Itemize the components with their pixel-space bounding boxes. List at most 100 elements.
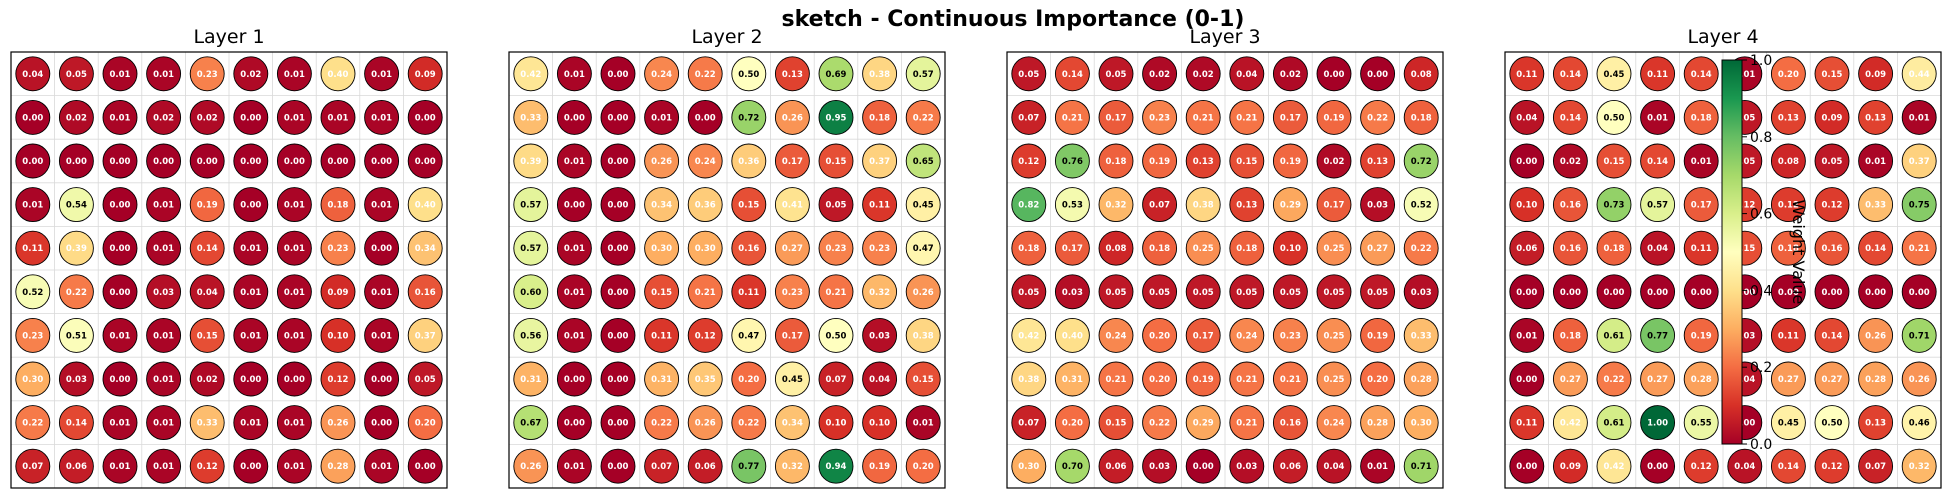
value-label: 0.00 <box>608 375 629 385</box>
value-label: 0.16 <box>1560 201 1581 211</box>
value-label: 0.11 <box>651 331 672 341</box>
value-label: 0.16 <box>1822 244 1843 254</box>
value-label: 0.05 <box>1734 157 1755 167</box>
weight-circle <box>102 143 138 179</box>
value-label: 0.23 <box>869 244 890 254</box>
layer-2-panel: 0.42 0.01 0.00 0.24 0.22 0.50 0.13 0.69 0.38 0.57… <box>508 26 946 489</box>
weight-circle <box>1316 187 1352 223</box>
weight-circle <box>1011 56 1047 92</box>
weight-circle <box>15 317 51 353</box>
weight-circle <box>600 448 636 484</box>
weight-circle <box>1683 230 1719 266</box>
weight-circle <box>1185 448 1221 484</box>
value-label: 0.02 <box>1193 70 1214 80</box>
weight-circle <box>189 143 225 179</box>
weight-circle <box>1054 274 1090 310</box>
value-label: 0.09 <box>415 70 436 80</box>
colorbar-tick-label: 0.8 <box>1750 130 1772 146</box>
value-label: 0.36 <box>738 157 759 167</box>
value-label: 0.05 <box>1018 70 1039 80</box>
weight-circle <box>1011 361 1047 397</box>
value-label: 0.13 <box>1865 113 1886 123</box>
value-label: 0.54 <box>66 201 87 211</box>
weight-circle <box>364 361 400 397</box>
weight-circle <box>1098 317 1134 353</box>
value-label: 0.32 <box>1106 201 1127 211</box>
value-label: 0.01 <box>153 70 174 80</box>
weight-circle <box>687 56 723 92</box>
weight-circle <box>1011 317 1047 353</box>
value-label: 0.00 <box>564 419 585 429</box>
weight-circle <box>276 405 312 441</box>
value-label: 0.18 <box>328 201 349 211</box>
weight-circle <box>15 361 51 397</box>
value-label: 0.01 <box>371 70 392 80</box>
value-label: 0.23 <box>826 244 847 254</box>
weight-circle <box>1403 448 1439 484</box>
weight-circle <box>15 230 51 266</box>
value-label: 0.00 <box>240 462 261 472</box>
value-label: 0.50 <box>1604 113 1625 123</box>
weight-circle <box>600 317 636 353</box>
weight-circle <box>818 361 854 397</box>
weight-circle <box>687 143 723 179</box>
weight-circle <box>1858 448 1894 484</box>
weight-circle <box>1185 56 1221 92</box>
weight-circle <box>58 448 94 484</box>
value-label: 0.00 <box>284 375 305 385</box>
weight-circle <box>513 230 549 266</box>
value-label: 0.24 <box>695 157 716 167</box>
weight-circle <box>731 361 767 397</box>
weight-circle <box>600 56 636 92</box>
value-label: 0.21 <box>1106 375 1127 385</box>
weight-circle <box>1054 143 1090 179</box>
value-label: 0.30 <box>1411 419 1432 429</box>
weight-circle <box>1316 317 1352 353</box>
value-label: 0.71 <box>1909 331 1930 341</box>
value-label: 0.01 <box>153 244 174 254</box>
weight-circle <box>102 317 138 353</box>
weight-circle <box>1098 56 1134 92</box>
weight-circle <box>644 143 680 179</box>
value-label: 0.04 <box>1647 244 1668 254</box>
value-label: 0.51 <box>66 331 87 341</box>
weight-circle <box>233 448 269 484</box>
weight-circle <box>364 274 400 310</box>
weight-circle <box>233 187 269 223</box>
weight-circle <box>774 230 810 266</box>
value-label: 0.02 <box>1280 70 1301 80</box>
weight-circle <box>1011 274 1047 310</box>
weight-circle <box>1509 56 1545 92</box>
value-label: 0.17 <box>782 157 803 167</box>
weight-circle <box>1403 274 1439 310</box>
weight-circle <box>556 56 592 92</box>
value-label: 0.03 <box>153 288 174 298</box>
value-label: 0.20 <box>738 375 759 385</box>
weight-circle <box>1552 230 1588 266</box>
weight-circle <box>189 448 225 484</box>
value-label: 0.01 <box>371 201 392 211</box>
weight-circle <box>1770 230 1806 266</box>
value-label: 0.01 <box>1647 113 1668 123</box>
value-label: 0.00 <box>240 375 261 385</box>
value-label: 0.11 <box>869 201 890 211</box>
value-label: 0.12 <box>1691 462 1712 472</box>
weight-circle <box>1858 187 1894 223</box>
value-label: 0.12 <box>1018 157 1039 167</box>
weight-circle <box>644 274 680 310</box>
weight-circle <box>644 230 680 266</box>
value-label: 0.21 <box>1236 419 1257 429</box>
weight-circle <box>1509 99 1545 135</box>
weight-circle <box>1272 448 1308 484</box>
weight-circle <box>1272 274 1308 310</box>
value-label: 0.00 <box>110 288 131 298</box>
weight-circle <box>1098 187 1134 223</box>
weight-circle <box>1770 274 1806 310</box>
weight-circle <box>1403 56 1439 92</box>
weight-circle <box>1509 187 1545 223</box>
value-label: 0.00 <box>240 201 261 211</box>
weight-circle <box>1360 274 1396 310</box>
weight-circle <box>407 317 443 353</box>
weight-circle <box>905 448 941 484</box>
weight-circle <box>364 143 400 179</box>
